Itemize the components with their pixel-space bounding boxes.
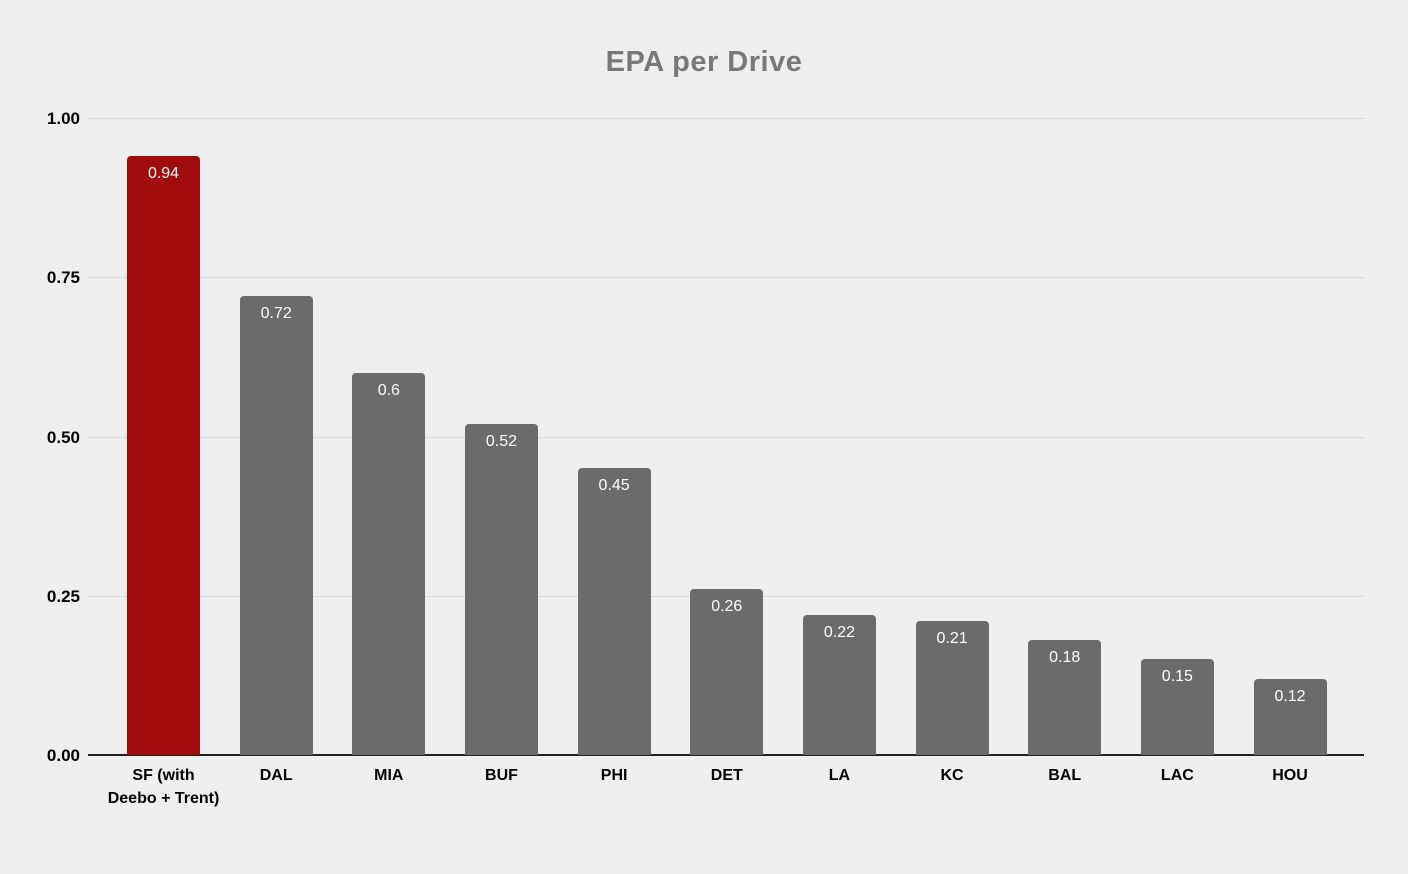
y-axis-tick-label: 0.25	[46, 586, 80, 606]
bar-phi: 0.45	[577, 468, 651, 755]
bar-kc: 0.21	[915, 621, 989, 755]
bar-value-label: 0.21	[936, 630, 968, 648]
y-gridline	[88, 118, 1364, 119]
y-gridline	[88, 436, 1364, 438]
x-axis-category-label: HOU	[1272, 767, 1308, 784]
bar-value-label: 0.15	[1161, 668, 1193, 686]
bar-det: 0.26	[690, 589, 764, 755]
x-axis-category-label: LA	[828, 767, 851, 784]
x-axis-category-label: BUF	[485, 767, 518, 784]
y-axis-tick-label: 1.00	[46, 109, 80, 128]
bar-value-label: 0.72	[260, 305, 292, 323]
x-axis-category-label: DET	[710, 767, 743, 784]
chart-title: EPA per Drive	[605, 46, 803, 78]
bar-value-label: 0.6	[377, 381, 400, 399]
x-axis-category-label: LAC	[1160, 767, 1194, 784]
x-axis-category-label: BAL	[1048, 767, 1082, 784]
y-gridline	[88, 277, 1364, 279]
bar-value-label: 0.94	[147, 165, 180, 183]
bar-dal: 0.72	[239, 296, 313, 755]
y-axis-tick-label: 0.00	[46, 746, 80, 765]
x-axis-category-label: DAL	[259, 767, 293, 784]
bar-mia: 0.6	[352, 372, 426, 755]
bar-bal: 0.18	[1028, 640, 1102, 755]
y-axis-tick-label: 0.50	[46, 427, 80, 447]
x-axis-category-label: MIA	[374, 767, 404, 784]
bar-value-label: 0.52	[485, 432, 518, 450]
y-axis-tick-label: 0.75	[46, 268, 80, 288]
bar-value-label: 0.18	[1049, 649, 1081, 667]
bar-value-label: 0.22	[823, 623, 855, 641]
bar-la: 0.22	[802, 614, 876, 755]
bar-lac: 0.15	[1140, 659, 1214, 755]
x-axis-baseline	[88, 754, 1364, 756]
x-axis-category-label: SF (with Deebo + Trent)	[107, 767, 220, 807]
bar-sf-with-deebo-trent: 0.94	[127, 156, 201, 755]
bar-value-label: 0.12	[1274, 687, 1306, 705]
bar-value-label: 0.26	[711, 598, 743, 616]
bar-hou: 0.12	[1253, 678, 1327, 755]
x-axis-category-label: PHI	[600, 767, 628, 784]
bar-value-label: 0.45	[598, 477, 630, 495]
x-axis-category-label: KC	[940, 767, 964, 784]
bar-buf: 0.52	[464, 423, 538, 755]
